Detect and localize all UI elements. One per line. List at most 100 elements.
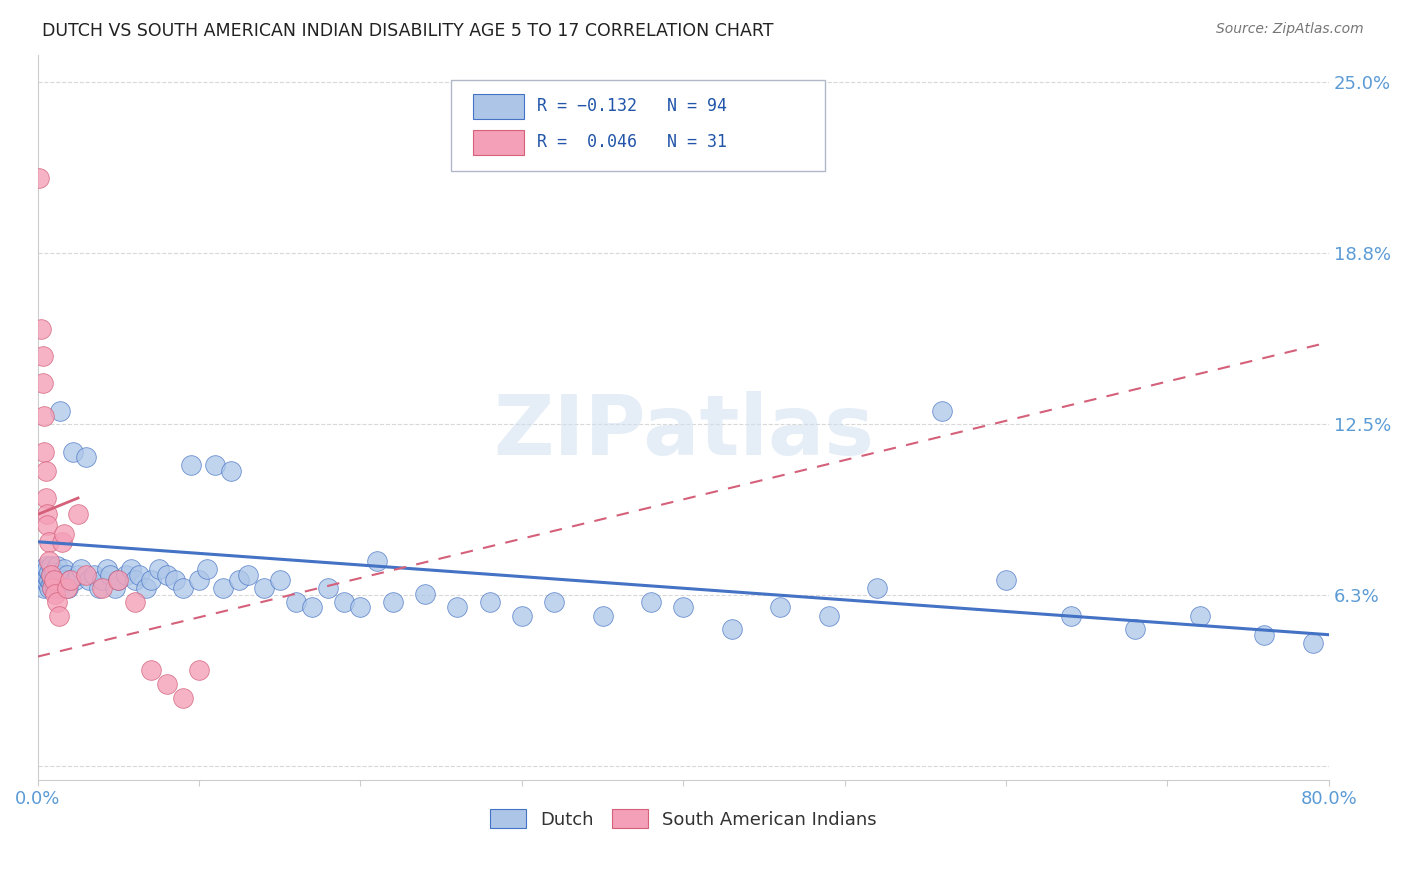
Point — [96, 562, 118, 576]
Point — [720, 622, 742, 636]
Point — [333, 595, 356, 609]
Point — [592, 608, 614, 623]
Point — [228, 573, 250, 587]
Point — [32, 444, 55, 458]
Point — [135, 581, 157, 595]
Point — [75, 567, 97, 582]
Point — [195, 562, 218, 576]
Point — [204, 458, 226, 473]
Point — [87, 581, 110, 595]
Point — [35, 464, 58, 478]
Point — [107, 573, 129, 587]
Point — [39, 567, 62, 582]
Point — [48, 573, 70, 587]
Point — [98, 567, 121, 582]
Point — [284, 595, 307, 609]
Point — [83, 567, 105, 582]
Point — [188, 663, 211, 677]
Point — [31, 349, 53, 363]
Point — [39, 575, 62, 590]
Point — [301, 600, 323, 615]
Text: R = −0.132   N = 94: R = −0.132 N = 94 — [537, 97, 727, 115]
Point — [1123, 622, 1146, 636]
Point — [253, 581, 276, 595]
FancyBboxPatch shape — [472, 95, 524, 119]
Point — [46, 595, 69, 609]
Point — [51, 567, 73, 582]
Point — [124, 573, 146, 587]
Point — [1059, 608, 1081, 623]
Point — [866, 581, 889, 595]
FancyBboxPatch shape — [472, 130, 524, 155]
Point — [48, 581, 70, 595]
Point — [28, 171, 51, 186]
Point — [48, 608, 70, 623]
Point — [38, 534, 60, 549]
Point — [70, 562, 93, 576]
Point — [212, 581, 235, 595]
Point — [35, 559, 58, 574]
Point — [172, 690, 194, 705]
Point — [107, 573, 129, 587]
Point — [46, 567, 69, 582]
Point — [51, 534, 73, 549]
Point — [42, 575, 65, 590]
Point — [349, 600, 371, 615]
Point — [44, 587, 66, 601]
Point — [42, 565, 65, 579]
Point — [41, 573, 63, 587]
Point — [44, 573, 66, 587]
FancyBboxPatch shape — [451, 80, 825, 171]
Point — [172, 581, 194, 595]
Point — [995, 573, 1018, 587]
Point — [30, 321, 52, 335]
Point — [381, 595, 404, 609]
Point — [37, 575, 59, 590]
Point — [931, 403, 953, 417]
Point — [32, 581, 55, 595]
Point — [51, 573, 73, 587]
Point — [413, 587, 436, 601]
Point — [115, 567, 138, 582]
Point — [478, 595, 501, 609]
Point — [139, 663, 162, 677]
Point — [31, 376, 53, 391]
Text: DUTCH VS SOUTH AMERICAN INDIAN DISABILITY AGE 5 TO 17 CORRELATION CHART: DUTCH VS SOUTH AMERICAN INDIAN DISABILIT… — [42, 22, 773, 40]
Point — [30, 567, 52, 582]
Point — [124, 595, 146, 609]
Point — [672, 600, 695, 615]
Point — [640, 595, 662, 609]
Point — [46, 559, 69, 574]
Point — [543, 595, 565, 609]
Point — [38, 581, 60, 595]
Point — [148, 562, 170, 576]
Point — [91, 573, 114, 587]
Point — [31, 573, 53, 587]
Point — [32, 409, 55, 423]
Point — [42, 567, 65, 582]
Point — [120, 562, 142, 576]
Point — [316, 581, 339, 595]
Point — [67, 508, 90, 522]
Point — [156, 677, 179, 691]
Point — [1302, 636, 1324, 650]
Point — [35, 491, 58, 505]
Point — [41, 581, 63, 595]
Point — [42, 573, 65, 587]
Point — [163, 573, 186, 587]
Point — [188, 573, 211, 587]
Point — [52, 562, 75, 576]
Point — [35, 573, 58, 587]
Point — [236, 567, 259, 582]
Text: R =  0.046   N = 31: R = 0.046 N = 31 — [537, 133, 727, 151]
Point — [62, 444, 84, 458]
Point — [180, 458, 202, 473]
Point — [446, 600, 468, 615]
Point — [35, 565, 58, 579]
Point — [49, 403, 72, 417]
Point — [55, 581, 77, 595]
Point — [32, 562, 55, 576]
Point — [52, 526, 75, 541]
Point — [59, 573, 82, 587]
Point — [39, 559, 62, 574]
